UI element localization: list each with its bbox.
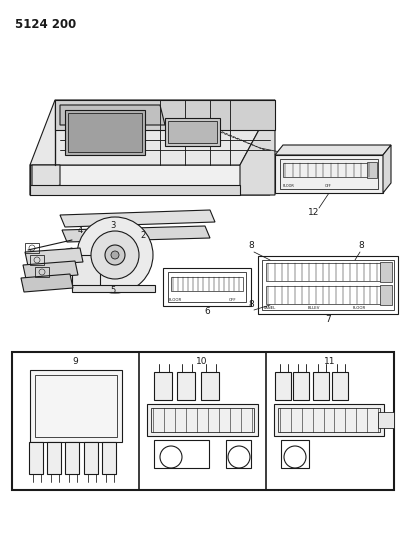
Polygon shape	[23, 261, 78, 279]
Polygon shape	[72, 285, 155, 292]
Bar	[280, 159, 378, 189]
Bar	[380, 285, 392, 305]
Text: 1: 1	[297, 150, 303, 159]
Bar	[313, 372, 329, 400]
Polygon shape	[30, 100, 275, 165]
Text: FLOOR: FLOOR	[353, 306, 366, 310]
Bar	[201, 372, 219, 400]
Bar	[102, 442, 116, 474]
Polygon shape	[240, 100, 275, 195]
Text: BI-LEV: BI-LEV	[308, 306, 320, 310]
Text: 7: 7	[325, 315, 331, 324]
Bar	[68, 113, 142, 152]
Circle shape	[91, 231, 139, 279]
Bar	[65, 442, 79, 474]
Text: 5: 5	[110, 286, 115, 295]
Bar	[151, 408, 254, 432]
Bar	[30, 255, 44, 265]
Bar	[168, 121, 217, 143]
Bar	[177, 372, 195, 400]
Polygon shape	[55, 100, 275, 130]
Polygon shape	[25, 248, 83, 266]
Text: OFF: OFF	[229, 298, 237, 302]
Circle shape	[105, 245, 125, 265]
Bar	[35, 375, 117, 437]
Text: FLOOR: FLOOR	[169, 298, 182, 302]
Bar	[29, 442, 43, 474]
Circle shape	[77, 217, 153, 293]
Polygon shape	[72, 255, 100, 290]
Bar	[274, 404, 384, 436]
Bar	[163, 268, 251, 306]
Text: 11: 11	[324, 357, 336, 366]
Text: 12: 12	[308, 208, 320, 217]
Text: 4: 4	[78, 226, 83, 235]
Polygon shape	[60, 210, 215, 227]
Bar	[367, 162, 377, 178]
Bar	[84, 442, 98, 474]
Polygon shape	[60, 105, 165, 125]
Bar	[12, 352, 394, 490]
Bar	[165, 118, 220, 146]
Text: 9: 9	[72, 357, 78, 366]
Polygon shape	[30, 185, 240, 195]
Text: PANEL: PANEL	[264, 306, 276, 310]
Text: 3: 3	[110, 221, 115, 230]
Bar	[226, 440, 251, 468]
Text: FLOOR: FLOOR	[283, 184, 295, 188]
Bar	[378, 412, 394, 428]
Polygon shape	[62, 226, 210, 242]
Bar	[65, 110, 145, 155]
Bar	[154, 372, 172, 400]
Text: 10: 10	[196, 357, 208, 366]
Bar	[171, 277, 243, 291]
Polygon shape	[275, 155, 383, 193]
Bar	[35, 267, 49, 277]
Bar	[147, 404, 258, 436]
Text: 8: 8	[248, 300, 254, 309]
Bar	[154, 440, 209, 468]
Bar	[293, 372, 309, 400]
Circle shape	[111, 251, 119, 259]
Text: 6: 6	[204, 307, 210, 316]
Bar	[258, 256, 398, 314]
Bar	[332, 372, 348, 400]
Bar	[30, 370, 122, 442]
Text: 2: 2	[140, 231, 145, 240]
Bar	[168, 272, 246, 302]
Bar	[266, 286, 390, 304]
Bar	[275, 372, 291, 400]
Bar	[278, 408, 380, 432]
Text: OFF: OFF	[325, 184, 332, 188]
Bar	[380, 262, 392, 282]
Text: 8: 8	[248, 241, 254, 250]
Text: 5124 200: 5124 200	[15, 18, 76, 31]
Polygon shape	[383, 145, 391, 193]
Bar	[281, 440, 309, 468]
Text: 8: 8	[358, 241, 364, 250]
Polygon shape	[275, 145, 391, 155]
Bar	[262, 260, 394, 310]
Bar	[283, 163, 373, 177]
Polygon shape	[30, 165, 270, 195]
Polygon shape	[32, 165, 60, 195]
Bar	[47, 442, 61, 474]
Polygon shape	[21, 274, 73, 292]
Bar	[266, 263, 390, 281]
Bar	[25, 243, 39, 253]
